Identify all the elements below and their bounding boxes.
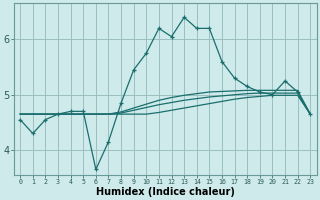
X-axis label: Humidex (Indice chaleur): Humidex (Indice chaleur) [96, 187, 235, 197]
